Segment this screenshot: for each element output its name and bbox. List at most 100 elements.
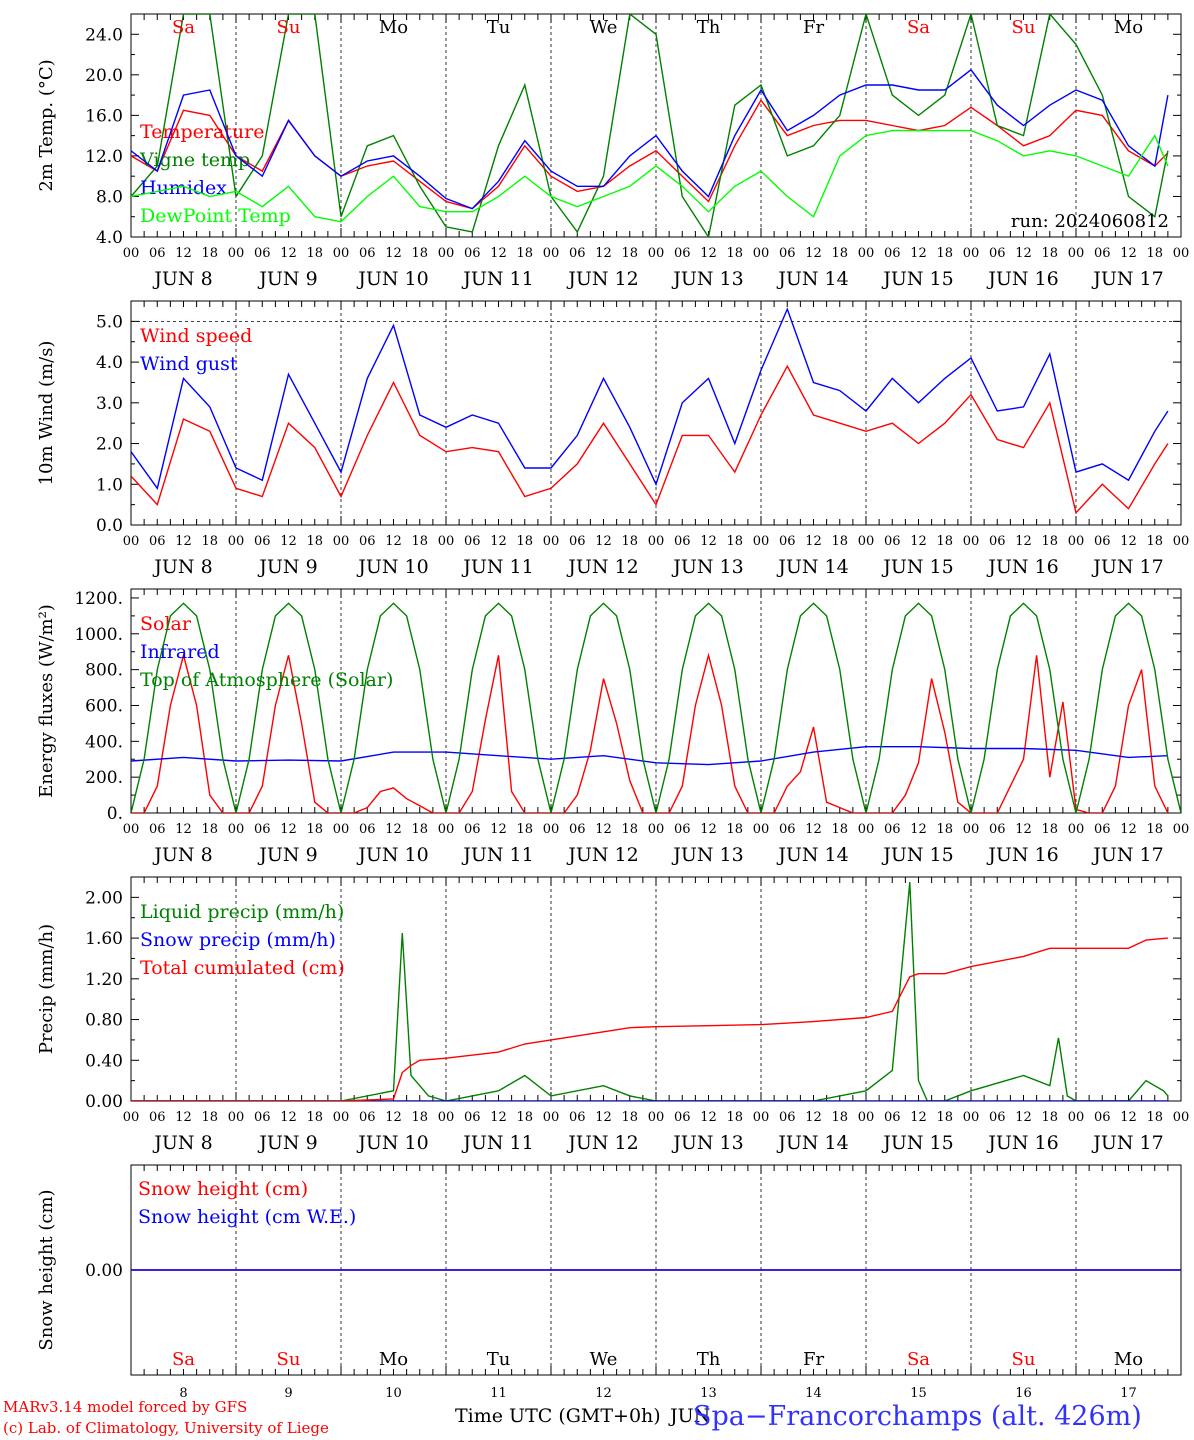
hour-tick-label: 18 bbox=[1041, 246, 1058, 261]
hour-tick-label: 06 bbox=[1094, 822, 1111, 837]
y-tick-label: 24.0 bbox=[85, 25, 123, 45]
hour-tick-label: 18 bbox=[726, 1110, 743, 1125]
series-line-wind-speed bbox=[131, 364, 1169, 515]
hour-tick-label: 00 bbox=[648, 534, 665, 549]
run-label: run: 2024060812 bbox=[1011, 211, 1169, 232]
hour-tick-label: 00 bbox=[123, 246, 140, 261]
hour-tick-label: 00 bbox=[543, 822, 560, 837]
hour-tick-label: 18 bbox=[726, 246, 743, 261]
series-line-liquid-precip-mm-h bbox=[131, 882, 1169, 1101]
date-label: JUN 16 bbox=[986, 1132, 1058, 1154]
hour-tick-label: 06 bbox=[779, 822, 796, 837]
hour-tick-label: 12 bbox=[280, 822, 297, 837]
hour-tick-label: 12 bbox=[385, 534, 402, 549]
day-number-label: 9 bbox=[284, 1386, 292, 1401]
day-number-label: 16 bbox=[1015, 1386, 1032, 1401]
hour-tick-label: 06 bbox=[674, 822, 691, 837]
x-axis-month: JUN bbox=[670, 1405, 711, 1427]
hour-tick-label: 12 bbox=[700, 1110, 717, 1125]
hour-tick-label: 12 bbox=[490, 534, 507, 549]
legend-entry-solar: Solar bbox=[140, 613, 192, 635]
hour-tick-label: 06 bbox=[989, 246, 1006, 261]
weekday-label: Mo bbox=[1114, 1349, 1143, 1370]
date-label: JUN 8 bbox=[152, 556, 212, 578]
weekday-label: Sa bbox=[172, 17, 195, 38]
hour-tick-label: 00 bbox=[858, 1110, 875, 1125]
y-tick-label: 3.0 bbox=[96, 394, 123, 414]
hour-tick-label: 12 bbox=[700, 246, 717, 261]
hour-tick-label: 12 bbox=[1015, 534, 1032, 549]
hour-tick-label: 06 bbox=[254, 246, 271, 261]
hour-tick-label: 18 bbox=[831, 534, 848, 549]
hour-tick-label: 00 bbox=[648, 246, 665, 261]
weekday-label: Sa bbox=[907, 1349, 930, 1370]
hour-tick-label: 06 bbox=[989, 822, 1006, 837]
hour-tick-label: 18 bbox=[516, 246, 533, 261]
hour-tick-label: 12 bbox=[910, 534, 927, 549]
hour-tick-label: 00 bbox=[753, 1110, 770, 1125]
legend-entry-dewpoint-temp: DewPoint Temp bbox=[140, 205, 291, 227]
hour-tick-label: 00 bbox=[1068, 822, 1085, 837]
hour-tick-label: 18 bbox=[411, 1110, 428, 1125]
hour-tick-label: 00 bbox=[228, 534, 245, 549]
hour-tick-label: 06 bbox=[464, 534, 481, 549]
hour-tick-label: 12 bbox=[805, 1110, 822, 1125]
hour-tick-label: 18 bbox=[726, 822, 743, 837]
hour-tick-label: 12 bbox=[805, 534, 822, 549]
day-number-label: 15 bbox=[910, 1386, 927, 1401]
date-label: JUN 17 bbox=[1091, 844, 1163, 866]
hour-tick-label: 06 bbox=[359, 1110, 376, 1125]
legend-entry-top-of-atmosphere-solar: Top of Atmosphere (Solar) bbox=[140, 669, 393, 691]
hour-tick-label: 00 bbox=[123, 534, 140, 549]
hour-tick-label: 06 bbox=[569, 246, 586, 261]
y-tick-label: 0.00 bbox=[85, 1092, 123, 1112]
legend-entry-wind-speed: Wind speed bbox=[140, 325, 252, 347]
y-tick-label: 800. bbox=[85, 661, 123, 681]
date-label: JUN 15 bbox=[881, 268, 953, 290]
hour-tick-label: 06 bbox=[989, 1110, 1006, 1125]
hour-tick-label: 06 bbox=[884, 534, 901, 549]
legend-entry-temperature: Temperature bbox=[140, 121, 264, 143]
weekday-label: Mo bbox=[1114, 17, 1143, 38]
hour-tick-label: 00 bbox=[123, 822, 140, 837]
hour-tick-label: 12 bbox=[280, 534, 297, 549]
day-number-label: 8 bbox=[179, 1386, 187, 1401]
hour-tick-label: 00 bbox=[438, 534, 455, 549]
hour-tick-label: 12 bbox=[595, 822, 612, 837]
hour-tick-label: 18 bbox=[621, 1110, 638, 1125]
hour-tick-label: 06 bbox=[149, 534, 166, 549]
hour-tick-label: 00 bbox=[858, 534, 875, 549]
hour-tick-label: 12 bbox=[910, 1110, 927, 1125]
hour-tick-label: 18 bbox=[306, 246, 323, 261]
y-tick-label: 600. bbox=[85, 696, 123, 716]
date-label: JUN 13 bbox=[671, 844, 743, 866]
date-label: JUN 10 bbox=[356, 556, 428, 578]
y-tick-label: 4.0 bbox=[96, 228, 123, 248]
hour-tick-label: 00 bbox=[1173, 1110, 1190, 1125]
hour-tick-label: 18 bbox=[831, 1110, 848, 1125]
weekday-label: Tu bbox=[487, 17, 511, 38]
footer-model: MARv3.14 model forced by GFS bbox=[3, 1398, 248, 1416]
legend-entry-total-cumulated-cm: Total cumulated (cm) bbox=[140, 957, 345, 979]
hour-tick-label: 06 bbox=[1094, 534, 1111, 549]
series-line-total-cumulated-cm bbox=[131, 937, 1168, 1101]
date-label: JUN 16 bbox=[986, 556, 1058, 578]
hour-tick-label: 18 bbox=[621, 246, 638, 261]
hour-tick-label: 00 bbox=[648, 822, 665, 837]
hour-tick-label: 12 bbox=[595, 534, 612, 549]
hour-tick-label: 00 bbox=[438, 1110, 455, 1125]
hour-tick-label: 00 bbox=[228, 246, 245, 261]
hour-tick-label: 12 bbox=[280, 1110, 297, 1125]
date-label: JUN 12 bbox=[566, 556, 638, 578]
legend-entry-snow-height-cm-w-e: Snow height (cm W.E.) bbox=[138, 1206, 356, 1228]
hour-tick-label: 00 bbox=[123, 1110, 140, 1125]
date-label: JUN 17 bbox=[1091, 268, 1163, 290]
weekday-label: Sa bbox=[907, 17, 930, 38]
day-number-label: 17 bbox=[1120, 1386, 1137, 1401]
date-label: JUN 16 bbox=[986, 844, 1058, 866]
date-label: JUN 8 bbox=[152, 844, 212, 866]
hour-tick-label: 18 bbox=[306, 822, 323, 837]
hour-tick-label: 00 bbox=[858, 246, 875, 261]
hour-tick-label: 00 bbox=[543, 1110, 560, 1125]
hour-tick-label: 18 bbox=[936, 822, 953, 837]
